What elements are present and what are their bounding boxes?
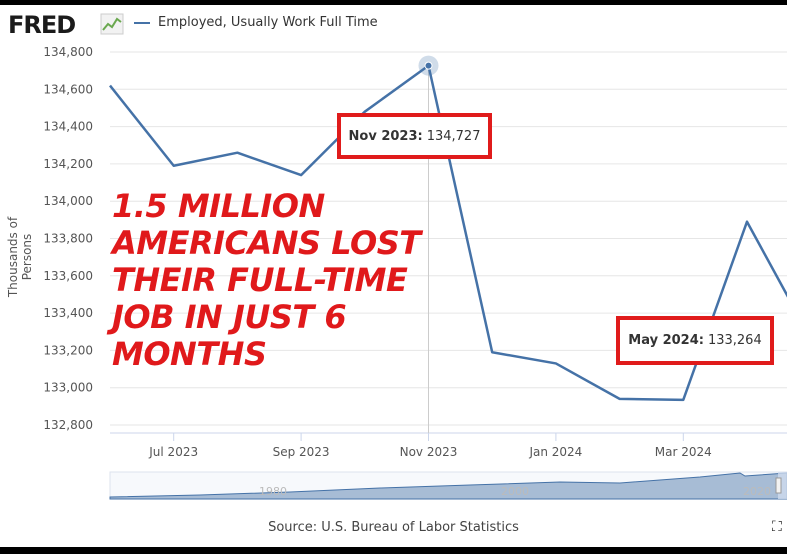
x-tick-label: Sep 2023 bbox=[273, 445, 330, 459]
legend-line-icon bbox=[134, 21, 150, 24]
fullscreen-icon[interactable]: ⛶ bbox=[772, 519, 782, 535]
overlay-line: JOB IN JUST 6 bbox=[112, 298, 347, 336]
y-tick-label: 133,400 bbox=[43, 306, 93, 320]
fred-logo-chart-icon bbox=[100, 13, 124, 35]
y-tick-label: 134,000 bbox=[43, 194, 93, 208]
x-tick-label: Jan 2024 bbox=[528, 445, 582, 459]
y-tick-label: 132,800 bbox=[43, 418, 93, 432]
series-line bbox=[109, 64, 787, 402]
chart-header: FRED Employed, Usually Work Full Time bbox=[0, 5, 787, 43]
line-chart[interactable]: 132,800 133,000 133,200 133,400 133,600 133,8… bbox=[0, 5, 787, 547]
y-tick-label: 133,200 bbox=[43, 343, 93, 357]
may-tooltip-label: May 2024: bbox=[628, 333, 704, 348]
overlay-headline: 1.5 MILLION AMERICANS LOST THEIR FULL-TIME… bbox=[112, 188, 421, 373]
chart-legend[interactable]: Employed, Usually Work Full Time bbox=[134, 15, 378, 30]
fred-logo[interactable]: FRED bbox=[8, 11, 76, 39]
nov-2023-tooltip: Nov 2023: 134,727 bbox=[337, 113, 492, 159]
y-tick-label: 134,400 bbox=[43, 120, 93, 134]
y-tick-label: 134,600 bbox=[43, 82, 93, 96]
overlay-line: 1.5 MILLION bbox=[112, 187, 325, 225]
navigator-year-label: 2020 bbox=[743, 485, 771, 498]
y-tick-label: 134,800 bbox=[43, 45, 93, 59]
y-tick-label: 133,800 bbox=[43, 232, 93, 246]
source-note: Source: U.S. Bureau of Labor Statistics bbox=[268, 520, 519, 535]
x-tick-label: Mar 2024 bbox=[655, 445, 712, 459]
legend-label: Employed, Usually Work Full Time bbox=[158, 15, 378, 30]
overlay-line: AMERICANS LOST bbox=[112, 224, 421, 262]
nov-tooltip-value: 134,727 bbox=[426, 128, 481, 144]
navigator-handle bbox=[775, 477, 782, 494]
overlay-line: THEIR FULL-TIME bbox=[112, 261, 408, 299]
overlay-line: MONTHS bbox=[112, 335, 267, 373]
y-tick-label: 134,200 bbox=[43, 157, 93, 171]
chart-frame: FRED Employed, Usually Work Full Time Th… bbox=[0, 5, 787, 547]
may-tooltip-value: 133,264 bbox=[707, 333, 762, 348]
highlight-marker bbox=[424, 61, 433, 70]
y-tick-label: 133,600 bbox=[43, 269, 93, 283]
may-2024-tooltip: May 2024: 133,264 bbox=[616, 316, 774, 365]
navigator-year-label: 1980 bbox=[259, 485, 287, 498]
x-tick-label: Jul 2023 bbox=[148, 445, 198, 459]
x-tick-label: Nov 2023 bbox=[400, 445, 458, 459]
nov-tooltip-label: Nov 2023: bbox=[348, 128, 423, 144]
navigator-selection bbox=[778, 472, 787, 499]
navigator-year-label: 2000 bbox=[501, 485, 529, 498]
y-tick-label: 133,000 bbox=[43, 381, 93, 395]
